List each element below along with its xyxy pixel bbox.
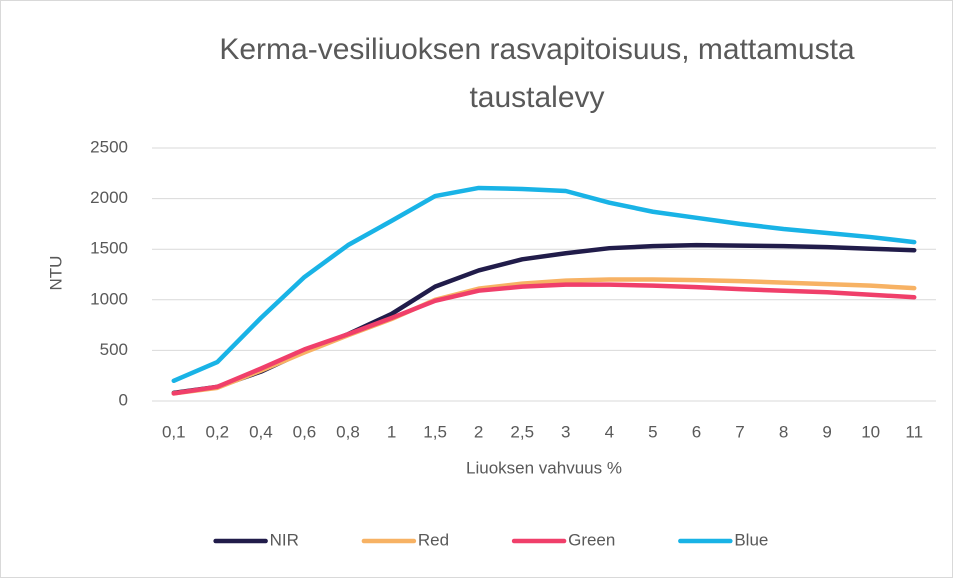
x-tick-label: 7	[735, 422, 744, 441]
x-tick-label: 11	[905, 422, 923, 441]
chart-title: Kerma-vesiliuoksen rasvapitoisuus, matta…	[219, 33, 855, 114]
x-tick-label: 1	[387, 422, 396, 441]
legend-label: NIR	[270, 530, 299, 549]
legend-label: Green	[568, 530, 615, 549]
series-line	[171, 277, 917, 396]
y-tick-label: 2500	[90, 137, 128, 156]
x-tick-label: 3	[561, 422, 570, 441]
x-tick-label: 2	[474, 422, 483, 441]
x-tick-label: 0,8	[336, 422, 360, 441]
series-line	[171, 185, 917, 384]
legend-label: Red	[418, 530, 449, 549]
y-tick-label: 500	[100, 340, 128, 359]
x-axis-label: Liuoksen vahvuus %	[466, 458, 622, 477]
series-line	[171, 282, 917, 396]
y-tick-label: 2000	[90, 188, 128, 207]
y-tick-label: 1500	[90, 239, 128, 258]
x-tick-label: 0,2	[206, 422, 230, 441]
x-tick-label: 10	[861, 422, 880, 441]
x-tick-label: 2,5	[510, 422, 534, 441]
x-tick-label: 8	[779, 422, 788, 441]
legend-label: Blue	[734, 530, 768, 549]
x-tick-label: 1,5	[423, 422, 447, 441]
y-tick-label: 1000	[90, 289, 128, 308]
x-tick-label: 0,1	[162, 422, 186, 441]
y-tick-label: 0	[119, 390, 128, 409]
y-axis-label: NTU	[46, 256, 65, 291]
x-tick-label: 4	[605, 422, 614, 441]
x-tick-label: 6	[692, 422, 701, 441]
x-tick-label: 0,4	[249, 422, 273, 441]
x-tick-label: 9	[822, 422, 831, 441]
x-tick-label: 0,6	[293, 422, 317, 441]
x-tick-label: 5	[648, 422, 657, 441]
